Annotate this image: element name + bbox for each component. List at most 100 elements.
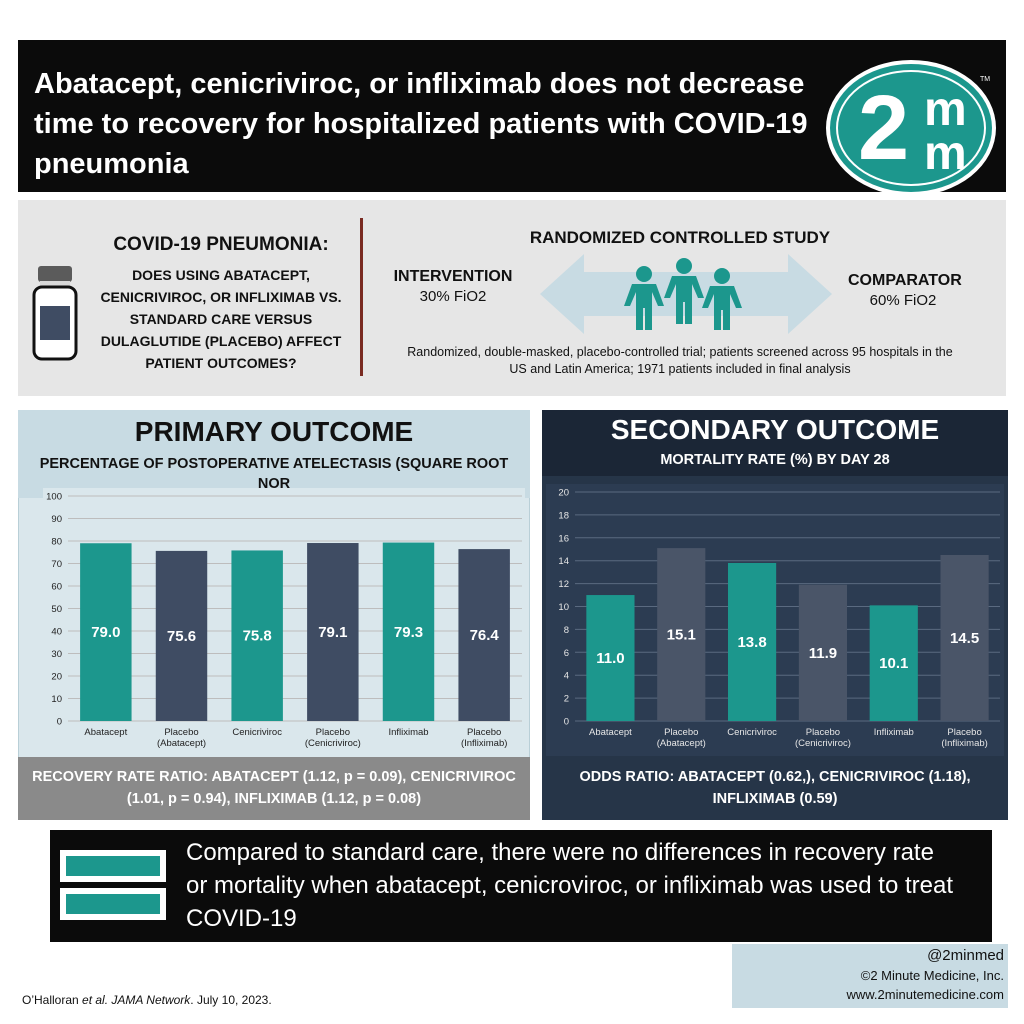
study-design-title: RANDOMIZED CONTROLLED STUDY xyxy=(529,228,831,247)
logo-ring xyxy=(836,70,986,186)
primary-data-label: 79.1 xyxy=(318,624,347,641)
secondary-category-label: Placebo xyxy=(806,727,840,738)
secondary-bar xyxy=(728,562,777,721)
question-text: DOES USING ABATACEPT, CENICRIVIROC, OR I… xyxy=(100,267,342,371)
primary-outcome-chart: 0 10 20 30 40 50 60 70 80 90 100 79.0 Abatacept 75.6 P… xyxy=(43,488,525,753)
study-description: Randomized, double-masked, placebo-contr… xyxy=(407,345,953,376)
primary-data-label: 76.4 xyxy=(470,627,500,644)
primary-outcome-heading: PRIMARY OUTCOME xyxy=(134,416,414,447)
secondary-category-label: (Abatacept) xyxy=(657,738,706,749)
primary-category-label: Infliximab xyxy=(388,727,428,738)
intervention-value: 30% FiO2 xyxy=(419,288,487,305)
primary-outcome-footer xyxy=(18,757,530,820)
secondary-y-tick-label: 10 xyxy=(558,602,569,613)
secondary-bar xyxy=(657,548,706,721)
primary-category-label: (Infliximab) xyxy=(461,738,507,749)
comparator-value: 60% FiO2 xyxy=(869,292,937,309)
website-url: www.2minutemedicine.com xyxy=(846,987,1004,1002)
primary-category-label: (Abatacept) xyxy=(157,738,206,749)
conclusion-box xyxy=(50,830,992,942)
primary-y-tick-label: 20 xyxy=(51,672,62,683)
logo-m-bottom: m xyxy=(924,127,967,180)
medicine-bottle-icon xyxy=(32,266,78,361)
secondary-outcome-subtitle: MORTALITY RATE (%) BY DAY 28 xyxy=(660,452,890,468)
secondary-y-tick-label: 20 xyxy=(558,488,569,499)
secondary-category-label: Abatacept xyxy=(589,727,632,738)
primary-data-label: 75.8 xyxy=(243,628,272,645)
primary-data-label: 79.0 xyxy=(91,624,120,641)
primary-y-tick-label: 10 xyxy=(51,694,62,705)
comparator-label: COMPARATOR xyxy=(848,272,962,289)
citation-authors: O’Halloran xyxy=(22,993,83,1007)
primary-y-tick-label: 90 xyxy=(51,514,62,525)
logo-m-top: m xyxy=(924,83,967,136)
primary-bar xyxy=(458,549,510,721)
secondary-data-label: 15.1 xyxy=(667,627,696,644)
secondary-category-label: Cenicriviroc xyxy=(727,727,777,738)
question-title: COVID-19 PNEUMONIA: xyxy=(113,234,329,255)
secondary-y-tick-label: 12 xyxy=(558,579,569,590)
primary-bar xyxy=(231,550,283,721)
secondary-outcome-header xyxy=(542,410,1008,476)
people-group-icon xyxy=(624,258,742,330)
secondary-category-label: Infliximab xyxy=(874,727,914,738)
primary-category-label: Abatacept xyxy=(84,727,127,738)
secondary-data-label: 11.9 xyxy=(809,645,837,662)
primary-y-tick-label: 70 xyxy=(51,559,62,570)
comparator-arm: COMPARATOR 60% FiO2 xyxy=(848,272,962,309)
primary-y-tick-label: 80 xyxy=(51,537,62,548)
citation: O’Halloran et al. JAMA Network. July 10,… xyxy=(22,993,272,1007)
secondary-bar xyxy=(869,605,918,721)
primary-y-tick-label: 50 xyxy=(51,604,62,615)
logo-digit: 2 xyxy=(858,77,910,179)
summary-bars-icon xyxy=(60,850,166,920)
primary-category-label: Placebo xyxy=(164,727,198,738)
primary-category-label: Cenicriviroc xyxy=(232,727,282,738)
secondary-y-tick-label: 18 xyxy=(558,510,569,521)
intervention-label: INTERVENTION xyxy=(393,268,513,285)
conclusion-text: Compared to standard care, there were no… xyxy=(186,839,954,932)
secondary-y-tick-label: 0 xyxy=(564,717,569,728)
intervention-arm: INTERVENTION 30% FiO2 xyxy=(388,268,518,305)
secondary-bar xyxy=(940,554,989,721)
panel-divider xyxy=(360,218,363,376)
secondary-data-label: 11.0 xyxy=(596,650,624,667)
secondary-category-label: (Cenicriviroc) xyxy=(795,738,851,749)
primary-category-label: Placebo xyxy=(467,727,501,738)
primary-y-tick-label: 0 xyxy=(57,717,62,728)
primary-bar xyxy=(80,543,132,721)
secondary-y-tick-label: 2 xyxy=(564,694,569,705)
citation-journal: et al. JAMA Network xyxy=(82,993,191,1007)
secondary-y-tick-label: 8 xyxy=(564,625,569,636)
primary-bar xyxy=(307,543,359,721)
primary-y-tick-label: 40 xyxy=(51,627,62,638)
primary-data-label: 75.6 xyxy=(167,628,196,645)
social-handle: @2minmed xyxy=(927,947,1004,964)
secondary-outcome-heading: SECONDARY OUTCOME xyxy=(610,414,940,445)
primary-y-tick-label: 60 xyxy=(51,582,62,593)
secondary-outcome-chart: 0 2 4 6 8 10 12 14 16 18 20 11.0 Abatacept 15.1 Placeb… xyxy=(546,484,1004,756)
secondary-category-label: Placebo xyxy=(664,727,698,738)
primary-category-label: Placebo xyxy=(316,727,350,738)
citation-date: . July 10, 2023. xyxy=(190,993,272,1007)
secondary-category-label: (Infliximab) xyxy=(941,738,987,749)
recovery-rate-ratio-text: RECOVERY RATE RATIO: ABATACEPT (1.12, p … xyxy=(32,769,516,807)
secondary-bar xyxy=(586,595,635,721)
secondary-data-label: 10.1 xyxy=(879,655,908,672)
copyright-text: ©2 Minute Medicine, Inc. xyxy=(860,968,1004,983)
secondary-y-tick-label: 16 xyxy=(558,533,569,544)
secondary-data-label: 14.5 xyxy=(950,630,979,647)
page-title: Abatacept, cenicriviroc, or infliximab d… xyxy=(34,68,808,180)
primary-bar xyxy=(155,550,208,721)
secondary-bar xyxy=(798,584,847,721)
primary-bar xyxy=(382,542,435,721)
secondary-category-label: Placebo xyxy=(947,727,981,738)
primary-category-label: (Cenicriviroc) xyxy=(305,738,361,749)
secondary-data-label: 13.8 xyxy=(737,634,766,651)
primary-y-tick-label: 100 xyxy=(46,492,62,503)
secondary-y-tick-label: 4 xyxy=(564,671,569,682)
brand-logo: 2 m m TM xyxy=(826,60,996,196)
primary-y-tick-label: 30 xyxy=(51,649,62,660)
primary-data-label: 79.3 xyxy=(394,624,423,641)
brand-footer-box xyxy=(732,944,1008,1008)
